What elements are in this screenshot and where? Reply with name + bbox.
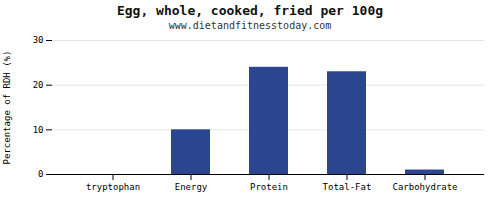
html-text:www.dietandfitnesstoday.com: www.dietandfitnesstoday.com bbox=[168, 20, 332, 31]
svg-text:Carbohydrate: Carbohydrate bbox=[392, 182, 457, 192]
html-text:Egg, whole, cooked, fried per: Egg, whole, cooked, fried per 100g bbox=[116, 3, 383, 18]
svg-text:20: 20 bbox=[33, 80, 44, 90]
svg-text:Energy: Energy bbox=[175, 182, 208, 192]
svg-text:Percentage of RDH (%): Percentage of RDH (%) bbox=[2, 51, 12, 165]
svg-text:10: 10 bbox=[33, 125, 44, 135]
svg-text:Total-Fat: Total-Fat bbox=[323, 182, 372, 192]
svg-text:Protein: Protein bbox=[250, 182, 288, 192]
svg-text:tryptophan: tryptophan bbox=[86, 182, 140, 192]
svg-text:30: 30 bbox=[33, 35, 44, 45]
svg-text:0: 0 bbox=[38, 169, 43, 179]
